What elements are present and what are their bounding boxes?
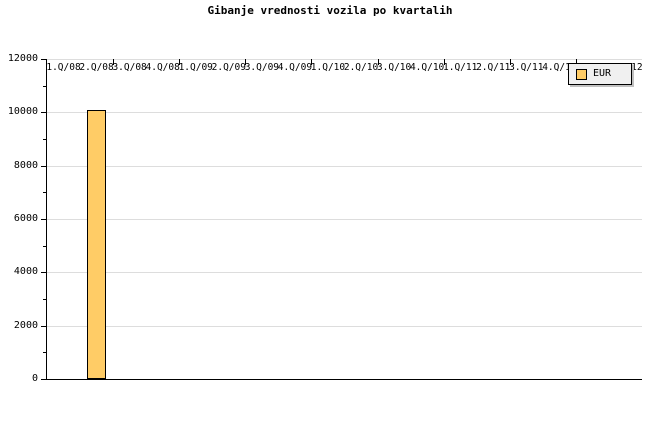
y-axis-tick-label: 8000	[13, 159, 38, 171]
gridline	[47, 165, 642, 167]
legend-item-eur[interactable]: EUR	[569, 64, 631, 84]
x-axis-tick-label: 1.Q/09	[178, 62, 213, 73]
legend[interactable]: EUR	[568, 63, 632, 85]
legend-swatch-eur	[576, 68, 587, 80]
gridline	[47, 59, 642, 60]
x-tick	[575, 59, 577, 65]
gridline	[47, 325, 642, 327]
y-tick-minor	[43, 245, 47, 247]
x-axis-tick-label: 1.Q/11	[443, 62, 478, 73]
y-tick-minor	[43, 299, 47, 300]
y-tick-major	[41, 59, 47, 60]
y-axis-tick-label: 12000	[7, 53, 38, 64]
y-axis-tick-label: 2000	[13, 319, 38, 331]
x-axis-tick-label: 2.Q/11	[476, 62, 511, 73]
x-tick	[179, 59, 181, 65]
y-tick-major	[41, 165, 47, 167]
chart-title: Gibanje vrednosti vozila po kvartalih	[207, 4, 453, 17]
x-tick	[245, 59, 247, 65]
y-axis-tick-label: 4000	[13, 266, 38, 278]
y-axis-tick-label: 6000	[13, 213, 38, 224]
x-tick	[113, 59, 115, 65]
y-tick-major	[41, 325, 47, 327]
y-tick-minor	[43, 352, 47, 354]
x-axis-tick-label: 2.Q/09	[211, 62, 246, 73]
x-axis-tick-label: 4.Q/11	[542, 62, 577, 73]
x-tick	[377, 59, 379, 65]
y-axis-tick-label: 0	[31, 373, 38, 384]
y-tick-major	[41, 112, 47, 114]
y-tick-major	[41, 272, 47, 274]
y-tick-major	[41, 379, 47, 380]
x-axis-tick-label: 1.Q/10	[310, 62, 346, 73]
gridline	[47, 112, 642, 114]
x-axis-tick-label: 3.Q/11	[509, 62, 544, 73]
y-tick-major	[41, 219, 47, 220]
x-axis-tick-label: 3.Q/08	[112, 62, 147, 73]
x-axis-tick-label: 2.Q/08	[79, 62, 114, 73]
x-axis-tick-label: 3.Q/09	[244, 62, 280, 73]
y-axis-tick-label: 10000	[7, 106, 38, 118]
y-tick-minor	[43, 192, 47, 194]
x-tick	[509, 59, 511, 65]
gridline	[47, 272, 642, 274]
gridline	[47, 219, 642, 220]
x-axis-tick-label: 1.Q/08	[46, 62, 81, 73]
y-tick-minor	[43, 85, 47, 87]
plot-area: 0 2000 4000 6000 8000 10000 12000 1.Q/08 2.Q/08…	[8, 54, 643, 384]
x-tick	[311, 59, 313, 65]
x-axis-tick-label: 2.Q/10	[343, 62, 379, 73]
x-axis-tick-label: 4.Q/10	[409, 62, 445, 73]
x-tick	[443, 59, 445, 65]
bar-2.Q/08[interactable]	[87, 109, 106, 379]
x-axis-tick-label: 4.Q/08	[145, 62, 180, 73]
x-axis-tick-label: 4.Q/09	[277, 62, 313, 73]
y-tick-minor	[43, 139, 47, 140]
x-axis-tick-label: 3.Q/10	[376, 62, 412, 73]
legend-label-eur: EUR	[593, 68, 612, 79]
